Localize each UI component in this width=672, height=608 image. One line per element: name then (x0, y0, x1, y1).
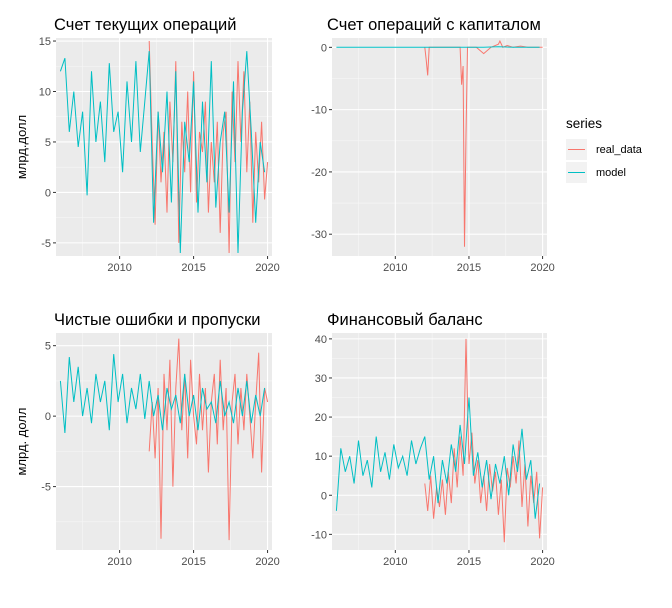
y-tick-label: 0 (321, 42, 327, 54)
y-tick-label: 40 (315, 334, 327, 346)
legend-title: series (566, 116, 602, 131)
y-tick-label: -5 (41, 238, 51, 250)
series-line-model (59, 354, 266, 434)
panel-title: Чистые ошибки и пропуски (54, 311, 261, 329)
y-axis-label: млрд. долл (14, 408, 29, 476)
x-tick-label: 2015 (457, 262, 481, 274)
x-tick-label: 2015 (181, 556, 205, 568)
y-tick-label: 20 (315, 412, 327, 424)
y-tick-label: 15 (39, 36, 51, 48)
panel-title: Счет операций с капиталом (327, 16, 541, 34)
plot-background (332, 333, 547, 550)
y-tick-label: -20 (311, 167, 327, 179)
panel-title: Счет текущих операций (54, 16, 236, 34)
y-tick-label: 10 (315, 451, 327, 463)
x-tick-label: 2010 (107, 556, 131, 568)
x-tick-label: 2020 (530, 262, 554, 274)
y-tick-label: 0 (45, 187, 51, 199)
y-tick-label: 5 (45, 341, 51, 353)
y-tick-label: -10 (311, 105, 327, 117)
y-tick-label: 0 (321, 490, 327, 502)
y-tick-label: -30 (311, 229, 327, 241)
x-tick-label: 2020 (530, 556, 554, 568)
x-tick-label: 2010 (107, 262, 131, 274)
legend-label-real_data: real_data (596, 144, 643, 156)
x-tick-label: 2015 (181, 262, 205, 274)
x-tick-label: 2010 (383, 262, 407, 274)
x-tick-label: 2020 (255, 262, 279, 274)
y-tick-label: 5 (45, 137, 51, 149)
plot-background (332, 38, 547, 256)
legend-label-model: model (596, 167, 626, 179)
series-line-model (335, 397, 541, 519)
y-tick-label: -5 (41, 482, 51, 494)
x-tick-label: 2020 (255, 556, 279, 568)
y-axis-label: млрд.долл (14, 115, 29, 179)
y-tick-label: 10 (39, 86, 51, 98)
y-tick-label: 30 (315, 373, 327, 385)
plot-background (56, 333, 272, 550)
y-tick-label: -10 (311, 529, 327, 541)
series-line-model (336, 46, 540, 48)
panel-title: Финансовый баланс (327, 311, 483, 329)
y-tick-label: 0 (45, 411, 51, 423)
series-line-model (59, 51, 266, 254)
x-tick-label: 2010 (383, 556, 407, 568)
x-tick-label: 2015 (457, 556, 481, 568)
